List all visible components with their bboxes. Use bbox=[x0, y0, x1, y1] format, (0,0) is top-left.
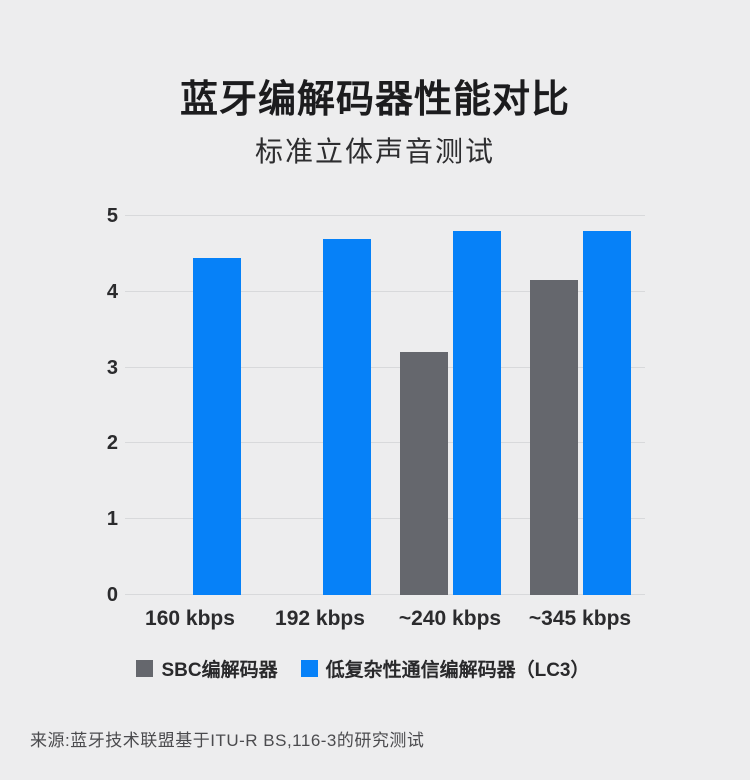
gridline bbox=[125, 215, 645, 216]
gridline bbox=[125, 518, 645, 520]
source-note: 来源:蓝牙技术联盟基于ITU-R BS,116-3的研究测试 bbox=[30, 731, 425, 750]
legend-label: SBC编解码器 bbox=[161, 660, 278, 681]
legend-label: 低复杂性通信编解码器（LC3） bbox=[325, 660, 590, 681]
legend-swatch-icon bbox=[136, 660, 154, 677]
chart-bar bbox=[452, 231, 501, 595]
legend-item-0: SBC编解码器 bbox=[136, 655, 278, 682]
chart-bar bbox=[582, 231, 631, 595]
chart-subtitle: 标准立体声音测试 bbox=[254, 136, 495, 167]
chart-bar bbox=[399, 352, 448, 595]
bar-slot bbox=[452, 231, 501, 595]
bar-group bbox=[140, 257, 241, 595]
x-axis-label: 192 kbps bbox=[275, 607, 365, 630]
bar-slot bbox=[192, 257, 241, 595]
bar-slot bbox=[399, 352, 448, 595]
bar-chart-plot-area bbox=[125, 215, 645, 595]
gridline bbox=[125, 442, 645, 444]
y-axis-tick-label: 5 bbox=[106, 205, 118, 227]
gridline bbox=[125, 594, 645, 595]
bar-group bbox=[529, 231, 631, 595]
x-axis-label: ~345 kbps bbox=[528, 607, 632, 630]
y-axis-tick-label: 1 bbox=[106, 508, 118, 531]
legend-swatch-icon bbox=[300, 660, 318, 677]
legend-item-1: 低复杂性通信编解码器（LC3） bbox=[300, 655, 590, 682]
chart-title: 蓝牙编解码器性能对比 bbox=[179, 79, 570, 121]
chart-bar bbox=[192, 257, 241, 595]
gridline bbox=[125, 290, 645, 292]
chart-legend: SBC编解码器 低复杂性通信编解码器（LC3） bbox=[0, 655, 726, 682]
bar-slot bbox=[322, 238, 371, 595]
x-axis-label: 160 kbps bbox=[145, 607, 235, 630]
bar-group bbox=[399, 231, 501, 595]
bar-group bbox=[270, 238, 371, 595]
x-axis-label: ~240 kbps bbox=[398, 607, 502, 630]
y-axis-tick-label: 4 bbox=[106, 280, 118, 303]
chart-bar bbox=[529, 280, 578, 595]
bar-slot bbox=[529, 280, 578, 595]
gridline bbox=[125, 366, 645, 368]
y-axis-tick-label: 3 bbox=[106, 356, 118, 379]
y-axis-tick-label: 0 bbox=[106, 584, 118, 606]
bar-slot bbox=[582, 231, 631, 595]
y-axis-tick-label: 2 bbox=[106, 432, 118, 455]
chart-bar bbox=[322, 238, 371, 595]
